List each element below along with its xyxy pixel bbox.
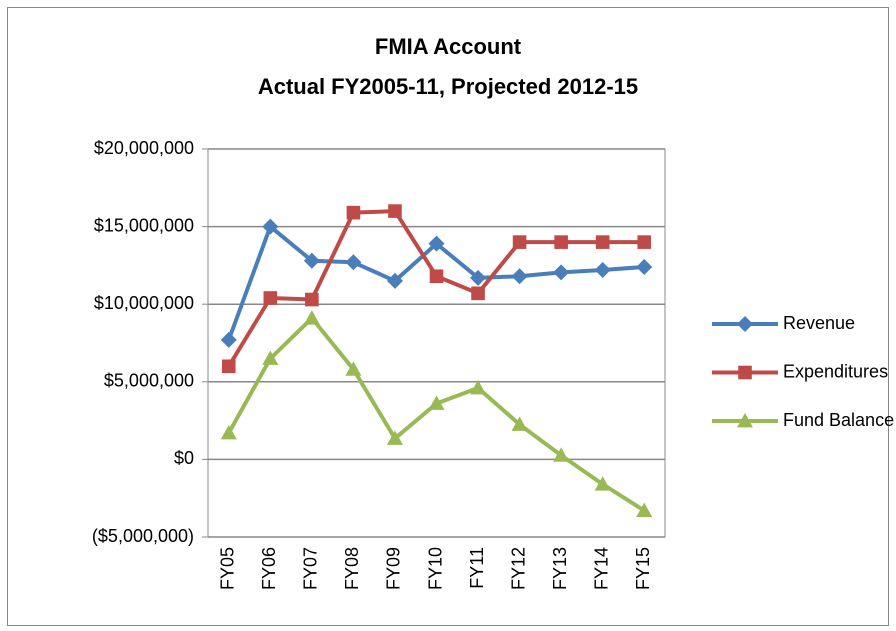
marker [553,447,570,462]
chart-title: FMIA Account [375,34,522,59]
marker [470,380,487,395]
marker [429,269,444,284]
marker [221,359,236,374]
chart-subtitle: Actual FY2005-11, Projected 2012-15 [258,74,638,99]
marker [262,218,279,235]
legend-marker [737,316,753,332]
x-tick-label: FY07 [301,547,321,590]
x-tick-label: FY12 [508,547,528,590]
marker [594,262,611,279]
marker [471,286,485,301]
marker [553,264,570,281]
marker [303,252,320,269]
y-tick-label: $5,000,000 [104,371,194,391]
legend-label: Expenditures [783,361,888,381]
marker [388,204,402,218]
legend-marker [737,413,753,428]
y-tick-label: $10,000,000 [94,293,194,313]
marker [305,292,319,307]
marker [636,502,653,518]
marker [345,254,362,271]
marker [220,331,237,348]
marker [511,416,528,431]
legend-label: Fund Balance [783,410,894,430]
marker [262,350,279,365]
marker [595,235,610,249]
x-tick-label: FY14 [591,547,611,590]
x-tick-label: FY15 [633,547,653,590]
chart-border [7,7,889,626]
y-tick-label: ($5,000,000) [92,526,194,546]
x-tick-label: FY08 [342,547,362,590]
y-tick-label: $20,000,000 [94,138,194,158]
marker [303,310,320,325]
marker [346,205,361,220]
legend-marker [738,365,752,380]
x-tick-label: FY10 [425,547,445,590]
y-tick-label: $0 [174,448,194,468]
marker [511,268,528,285]
marker [428,235,445,252]
marker [220,425,237,440]
marker [263,291,278,305]
marker [636,258,653,275]
y-tick-label: $15,000,000 [94,215,194,235]
x-tick-label: FY11 [467,547,487,589]
x-tick-label: FY13 [550,547,570,590]
marker [594,476,611,491]
marker [470,269,487,286]
marker [637,235,652,249]
marker [345,361,362,376]
x-tick-label: FY05 [218,547,238,590]
marker [428,395,445,410]
x-tick-label: FY09 [384,547,404,590]
marker [386,272,403,289]
x-tick-label: FY06 [259,547,279,590]
marker [554,235,568,249]
legend-label: Revenue [783,313,855,333]
marker [386,430,403,445]
marker [512,235,527,249]
